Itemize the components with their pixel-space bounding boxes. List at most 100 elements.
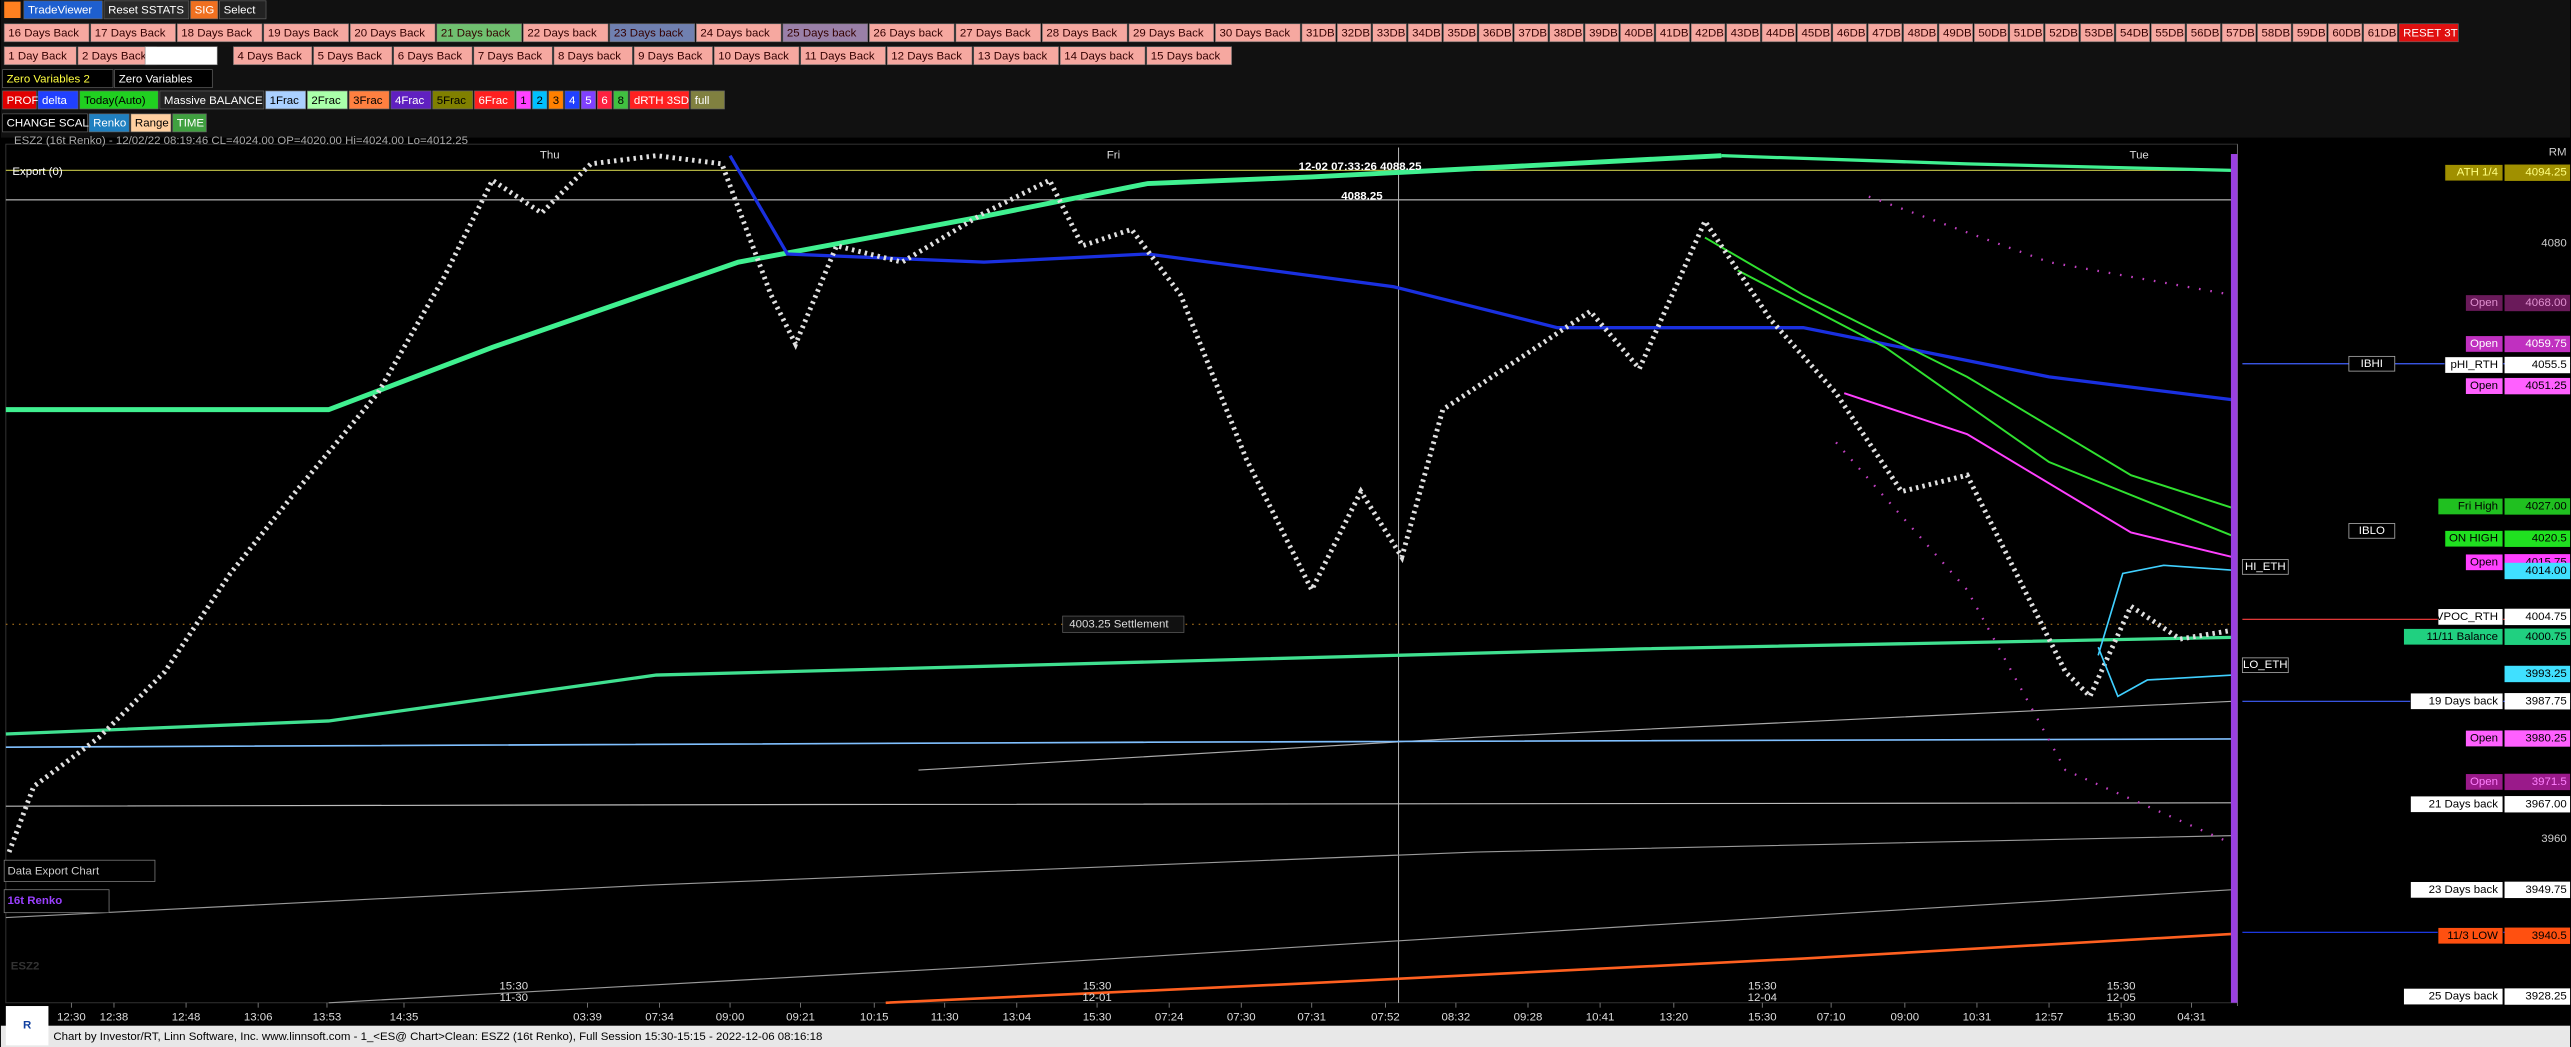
toolbar-button[interactable] bbox=[1443, 23, 1478, 43]
toolbar-button[interactable] bbox=[190, 0, 219, 20]
toolbar-button[interactable] bbox=[2257, 23, 2292, 43]
toolbar-button[interactable] bbox=[2115, 23, 2150, 43]
toolbar-button[interactable] bbox=[37, 90, 79, 110]
toolbar-button[interactable] bbox=[3, 46, 77, 66]
toolbar-button[interactable] bbox=[868, 23, 955, 43]
toolbar-button[interactable] bbox=[1407, 23, 1443, 43]
toolbar-button[interactable] bbox=[474, 90, 515, 110]
toolbar-button[interactable] bbox=[473, 46, 553, 66]
toolbar-button[interactable] bbox=[1620, 23, 1655, 43]
toolbar-button[interactable] bbox=[955, 23, 1042, 43]
toolbar-button[interactable] bbox=[265, 90, 307, 110]
toolbar-button[interactable] bbox=[800, 46, 886, 66]
toolbar-button[interactable] bbox=[393, 46, 473, 66]
toolbar-button[interactable] bbox=[3, 23, 90, 43]
toolbar-button[interactable] bbox=[973, 46, 1059, 66]
toolbar-button[interactable] bbox=[1938, 23, 1974, 43]
toolbar-button[interactable] bbox=[1336, 23, 1372, 43]
toolbar-button[interactable] bbox=[2080, 23, 2115, 43]
toolbar-button[interactable] bbox=[2, 113, 88, 133]
toolbar-button[interactable] bbox=[580, 90, 597, 110]
price-box bbox=[2504, 665, 2571, 683]
toolbar-button[interactable] bbox=[613, 90, 629, 110]
toolbar-button[interactable] bbox=[1059, 46, 1146, 66]
toolbar-button[interactable] bbox=[1549, 23, 1584, 43]
toolbar-button[interactable] bbox=[1372, 23, 1407, 43]
toolbar-button[interactable] bbox=[1832, 23, 1867, 43]
toolbar-button[interactable] bbox=[2009, 23, 2044, 43]
toolbar-button[interactable] bbox=[90, 23, 176, 43]
toolbar-button[interactable] bbox=[782, 23, 869, 43]
toolbar-button[interactable] bbox=[629, 90, 690, 110]
toolbar-button[interactable] bbox=[79, 90, 159, 110]
toolbar-button-label: 52DB bbox=[2049, 28, 2078, 40]
toolbar-button[interactable] bbox=[313, 46, 393, 66]
toolbar-button[interactable] bbox=[1726, 23, 1761, 43]
toolbar-button[interactable] bbox=[633, 46, 713, 66]
toolbar-button[interactable] bbox=[2150, 23, 2186, 43]
toolbar-button[interactable] bbox=[1128, 23, 1215, 43]
toolbar-button[interactable] bbox=[114, 69, 213, 88]
toolbar-button[interactable] bbox=[306, 90, 348, 110]
toolbar-button[interactable] bbox=[88, 113, 130, 133]
level-name-box bbox=[2437, 927, 2504, 945]
toolbar-button[interactable] bbox=[219, 0, 267, 20]
toolbar-button[interactable] bbox=[2327, 23, 2363, 43]
toolbar-button[interactable] bbox=[23, 0, 103, 20]
toolbar-button[interactable] bbox=[1761, 23, 1797, 43]
toolbar-button[interactable] bbox=[1478, 23, 1513, 43]
toolbar-button[interactable] bbox=[695, 23, 782, 43]
toolbar-button[interactable] bbox=[690, 90, 725, 110]
toolbar-button-label: 5Frac bbox=[437, 95, 467, 107]
toolbar-button[interactable] bbox=[2044, 23, 2080, 43]
toolbar-button[interactable] bbox=[1215, 23, 1301, 43]
toolbar-button[interactable] bbox=[1513, 23, 1549, 43]
toolbar-button[interactable] bbox=[1301, 23, 1336, 43]
toolbar-button[interactable] bbox=[2186, 23, 2221, 43]
toolbar-button[interactable] bbox=[263, 23, 349, 43]
toolbar-button[interactable] bbox=[1867, 23, 1903, 43]
toolbar-button[interactable] bbox=[1973, 23, 2009, 43]
toolbar-button[interactable] bbox=[159, 90, 265, 110]
toolbar-button[interactable] bbox=[522, 23, 609, 43]
toolbar-button[interactable] bbox=[1655, 23, 1690, 43]
toolbar-button[interactable] bbox=[103, 0, 190, 20]
toolbar-button[interactable] bbox=[233, 46, 313, 66]
toolbar-button[interactable] bbox=[1797, 23, 1832, 43]
toolbar-button[interactable] bbox=[130, 113, 172, 133]
toolbar-button[interactable] bbox=[1584, 23, 1620, 43]
toolbar-button[interactable] bbox=[515, 90, 532, 110]
text-input[interactable] bbox=[144, 46, 218, 66]
toolbar-button[interactable] bbox=[2, 69, 114, 88]
toolbar-button[interactable] bbox=[176, 23, 263, 43]
toolbar-button[interactable] bbox=[609, 23, 695, 43]
toolbar-button[interactable] bbox=[1146, 46, 1232, 66]
toolbar-button[interactable] bbox=[2221, 23, 2257, 43]
toolbar-button[interactable] bbox=[1690, 23, 1726, 43]
toolbar-button[interactable] bbox=[1903, 23, 1938, 43]
toolbar-button[interactable] bbox=[2, 90, 37, 110]
toolbar-button[interactable] bbox=[390, 90, 432, 110]
toolbar-button[interactable] bbox=[348, 90, 390, 110]
toolbar-button[interactable] bbox=[2398, 23, 2459, 43]
toolbar-button[interactable] bbox=[886, 46, 973, 66]
toolbar-button[interactable] bbox=[2363, 23, 2398, 43]
toolbar-button[interactable] bbox=[597, 90, 613, 110]
toolbar-button[interactable] bbox=[432, 90, 474, 110]
price-label: 3949.75 bbox=[2525, 884, 2566, 896]
toolbar-button[interactable] bbox=[548, 90, 564, 110]
toolbar-button[interactable] bbox=[349, 23, 436, 43]
toolbar-button-label: 3Frac bbox=[353, 95, 383, 107]
day-label: Thu bbox=[540, 150, 560, 162]
toolbar-button[interactable] bbox=[436, 23, 522, 43]
toolbar-button[interactable] bbox=[713, 46, 800, 66]
toolbar-button[interactable] bbox=[553, 46, 633, 66]
toolbar-button[interactable] bbox=[172, 113, 207, 133]
toolbar-button[interactable] bbox=[2292, 23, 2327, 43]
toolbar-button[interactable] bbox=[1042, 23, 1128, 43]
price-label: 4080 bbox=[2541, 237, 2566, 249]
level-name: VPOC_RTH bbox=[2436, 611, 2498, 623]
toolbar-button[interactable] bbox=[564, 90, 580, 110]
toolbar-button-label: 22 Days back bbox=[527, 28, 597, 40]
toolbar-button[interactable] bbox=[532, 90, 548, 110]
